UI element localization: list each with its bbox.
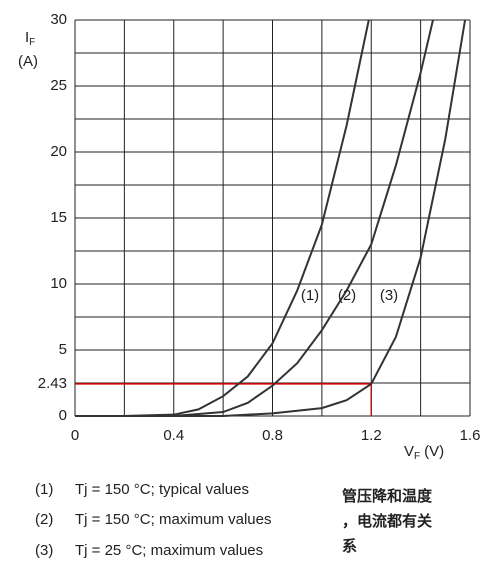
x-tick-label: 1.2 — [361, 427, 382, 444]
x-tick-label: 1.6 — [460, 427, 481, 444]
annotation-note: ，电流都有关 — [342, 512, 432, 530]
y-tick-label: 10 — [50, 275, 67, 292]
annotation-label: 2.43 — [38, 375, 67, 392]
axis-symbol: V — [404, 443, 414, 460]
legend-text: Tj = 150 °C; typical values — [75, 481, 249, 498]
axis-unit: (V) — [424, 443, 444, 460]
legend-text: Tj = 25 °C; maximum values — [75, 542, 263, 559]
curve-label: (2) — [338, 287, 356, 304]
y-tick-label: 5 — [59, 341, 67, 358]
y-tick-label: 0 — [59, 407, 67, 424]
legend-number: (2) — [35, 511, 53, 528]
curve-label: (3) — [380, 287, 398, 304]
axis-subscript: F — [29, 37, 35, 48]
x-axis-label: VF (V) — [404, 443, 444, 462]
y-tick-label: 25 — [50, 77, 67, 94]
axis-subscript: F — [414, 451, 420, 462]
annotation-note: 管压降和温度 — [342, 487, 433, 505]
y-tick-label: 20 — [50, 143, 67, 160]
legend-number: (1) — [35, 481, 53, 498]
legend-number: (3) — [35, 542, 53, 559]
y-axis-symbol: IF — [25, 29, 35, 48]
axis-symbol: I — [25, 29, 29, 46]
x-tick-label: 0.4 — [163, 427, 184, 444]
legend-text: Tj = 150 °C; maximum values — [75, 511, 271, 528]
y-axis-unit: (A) — [18, 53, 38, 70]
y-tick-label: 30 — [50, 11, 67, 28]
annotation-note: 系 — [342, 538, 357, 555]
y-tick-label: 15 — [50, 209, 67, 226]
x-tick-label: 0.8 — [262, 427, 283, 444]
x-tick-label: 0 — [71, 427, 79, 444]
curve — [75, 19, 434, 417]
curve-label: (1) — [301, 287, 319, 304]
curve — [75, 19, 467, 417]
